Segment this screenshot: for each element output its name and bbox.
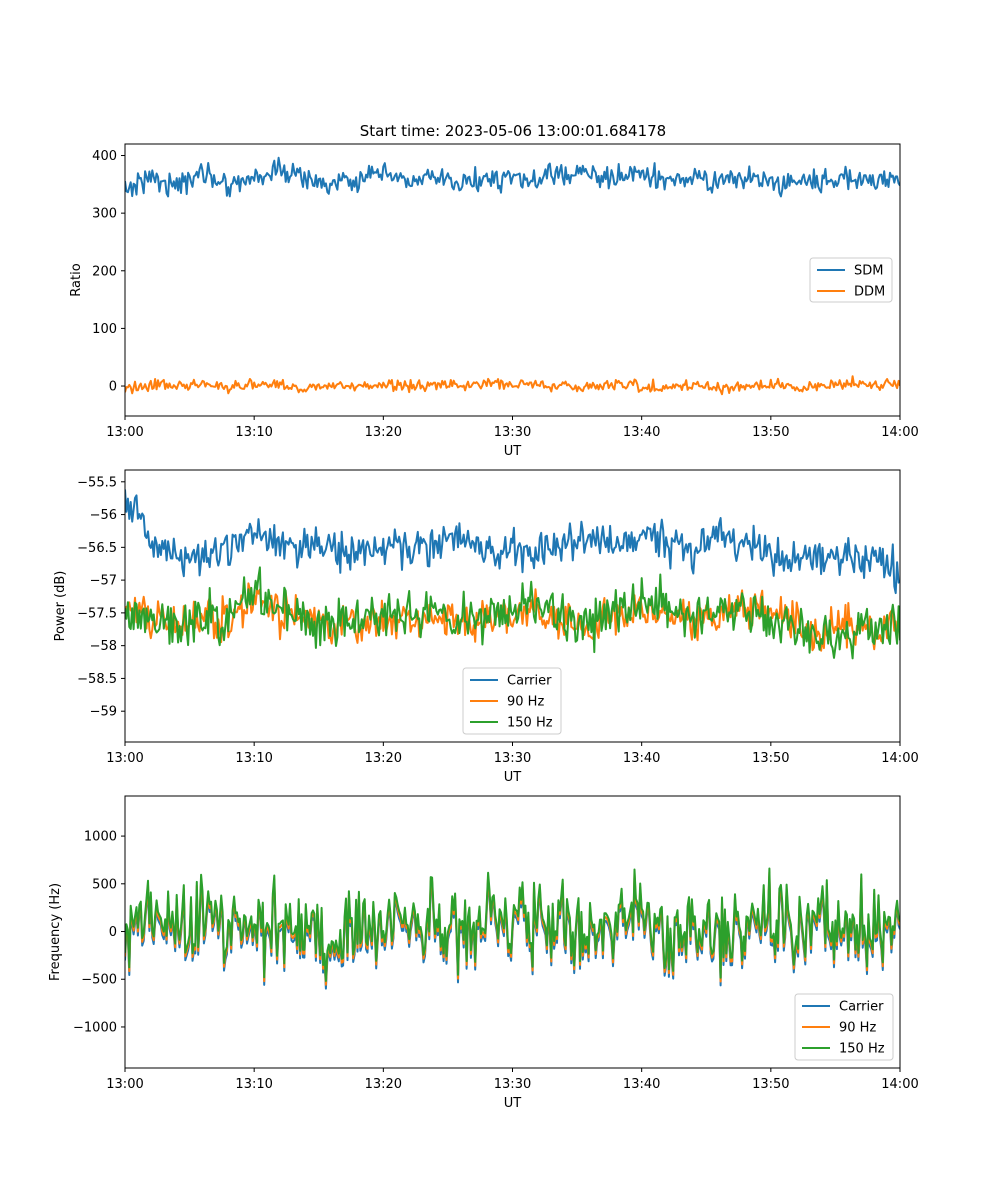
- y-tick-label: −56.5: [77, 541, 117, 556]
- series-group: [125, 156, 900, 396]
- x-tick-label: 13:20: [365, 751, 402, 766]
- x-tick-label: 13:00: [106, 751, 143, 766]
- legend-label: DDM: [854, 285, 885, 300]
- y-tick-label: −56: [90, 508, 117, 523]
- x-tick-label: 13:00: [106, 425, 143, 440]
- legend-label: 150 Hz: [507, 716, 553, 731]
- x-tick-label: 13:40: [623, 751, 660, 766]
- y-axis-label: Ratio: [69, 263, 84, 296]
- legend-label: Carrier: [839, 1000, 884, 1015]
- y-tick-label: 500: [92, 877, 117, 892]
- legend: SDM DDM: [809, 257, 893, 303]
- y-tick-label: −500: [81, 973, 117, 988]
- y-tick-label: 100: [92, 322, 117, 337]
- x-tick-label: 13:10: [235, 1077, 272, 1092]
- y-tick-label: 0: [109, 380, 117, 395]
- y-tick-label: 300: [92, 207, 117, 222]
- y-tick-label: 200: [92, 264, 117, 279]
- series-line-carrier: [125, 489, 900, 595]
- y-axis-label: Frequency (Hz): [48, 883, 63, 981]
- chart-panel-1: 13:00 13:10 13:20 13:30 13:40 13:50 14:00 0 100 2…: [69, 143, 919, 459]
- x-tick-label: 14:00: [881, 751, 918, 766]
- series-group: [125, 867, 900, 990]
- y-tick-label: −58.5: [77, 672, 117, 687]
- y-axis-label: Power (dB): [53, 571, 68, 642]
- x-tick-label: 13:30: [494, 1077, 531, 1092]
- y-tick-label: −57: [90, 574, 117, 589]
- series-line-sdm: [125, 156, 900, 198]
- series-line-150-hz: [125, 566, 900, 660]
- x-tick-label: 13:10: [235, 425, 272, 440]
- x-tick-label: 13:20: [365, 1077, 402, 1092]
- x-axis-label: UT: [504, 444, 522, 459]
- x-tick-label: 13:40: [623, 425, 660, 440]
- x-tick-label: 14:00: [881, 425, 918, 440]
- legend-label: SDM: [854, 264, 883, 279]
- figure-title: Start time: 2023-05-06 13:00:01.684178: [360, 122, 666, 140]
- x-tick-label: 13:00: [106, 1077, 143, 1092]
- legend-label: 90 Hz: [507, 695, 544, 710]
- y-tick-label: 1000: [84, 830, 117, 845]
- legend: Carrier 90 Hz 150 Hz: [462, 667, 562, 735]
- x-tick-label: 13:30: [494, 425, 531, 440]
- y-tick-label: −59: [90, 705, 117, 720]
- x-axis-label: UT: [504, 770, 522, 785]
- chart-panel-3: 13:00 13:10 13:20 13:30 13:40 13:50 14:00 −1000…: [48, 795, 919, 1111]
- y-tick-label: −55.5: [77, 475, 117, 490]
- series-line-150-hz: [125, 867, 900, 982]
- y-tick-label: 400: [92, 149, 117, 164]
- chart-panel-2: 13:00 13:10 13:20 13:30 13:40 13:50 14:00 −59 −5…: [53, 469, 919, 785]
- legend-label: 150 Hz: [839, 1042, 885, 1057]
- legend: Carrier 90 Hz 150 Hz: [794, 993, 894, 1061]
- y-tick-label: 0: [109, 925, 117, 940]
- series-group: [125, 489, 900, 660]
- series-line-ddm: [125, 375, 900, 396]
- y-tick-label: −57.5: [77, 606, 117, 621]
- legend-label: 90 Hz: [839, 1021, 876, 1036]
- x-tick-label: 13:30: [494, 751, 531, 766]
- legend-box: [462, 667, 562, 735]
- y-tick-label: −58: [90, 639, 117, 654]
- x-tick-label: 13:40: [623, 1077, 660, 1092]
- x-tick-label: 14:00: [881, 1077, 918, 1092]
- x-tick-label: 13:50: [752, 425, 789, 440]
- x-tick-label: 13:20: [365, 425, 402, 440]
- y-tick-label: −1000: [73, 1020, 117, 1035]
- legend-label: Carrier: [507, 674, 552, 689]
- legend-box: [794, 993, 894, 1061]
- x-tick-label: 13:10: [235, 751, 272, 766]
- x-tick-label: 13:50: [752, 1077, 789, 1092]
- x-axis-label: UT: [504, 1096, 522, 1111]
- x-tick-label: 13:50: [752, 751, 789, 766]
